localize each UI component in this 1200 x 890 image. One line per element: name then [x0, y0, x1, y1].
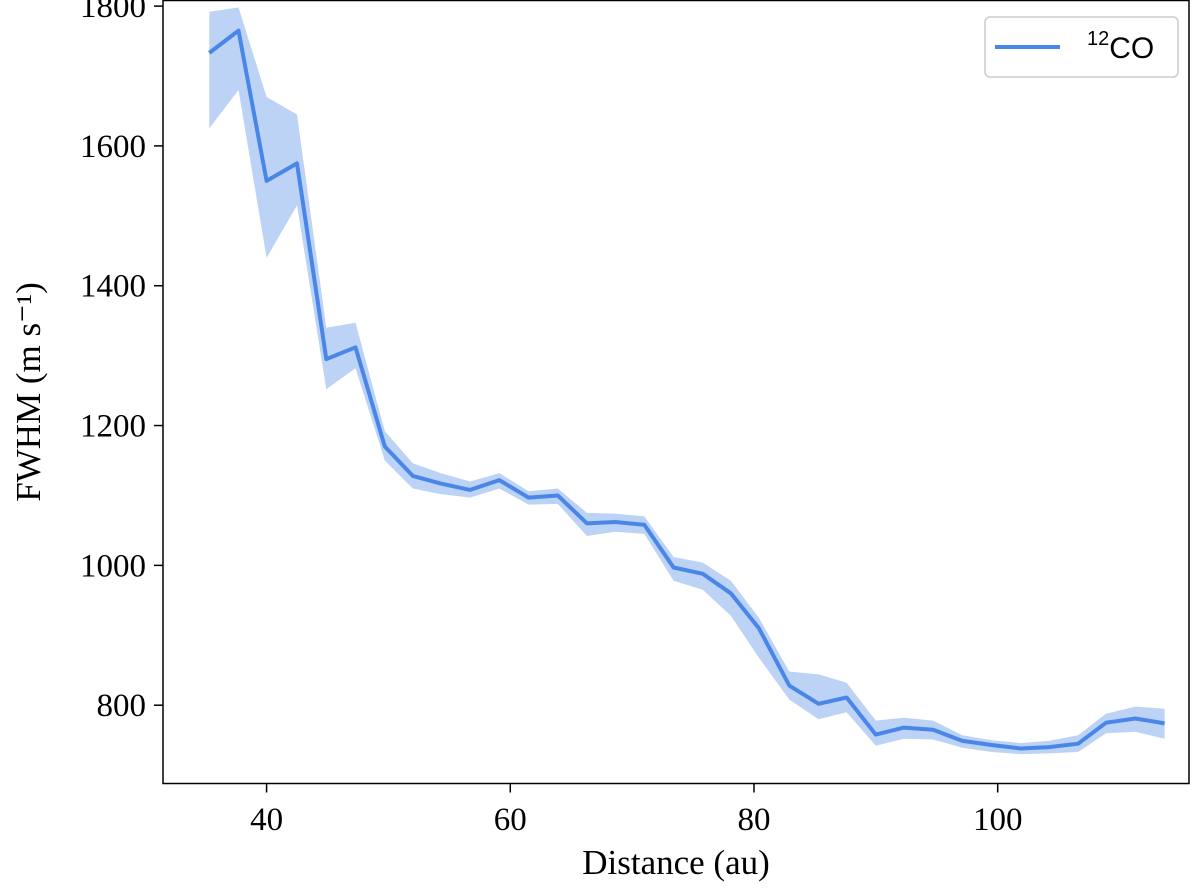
data-point — [1047, 745, 1051, 749]
data-point — [527, 496, 531, 500]
data-point — [585, 521, 589, 525]
y-tick-label: 1000 — [80, 548, 146, 584]
y-tick-label: 1600 — [80, 129, 146, 165]
data-point — [265, 179, 269, 183]
data-point — [787, 684, 791, 688]
data-point — [439, 482, 443, 486]
x-axis-ticks: 40 60 80 100 — [250, 783, 1023, 838]
data-point — [990, 743, 994, 747]
y-tick-label: 1200 — [80, 409, 146, 445]
data-point — [237, 29, 241, 33]
data-point — [845, 696, 849, 700]
legend-label-main: CO — [1109, 32, 1154, 65]
data-point — [556, 494, 560, 498]
x-tick-label: 100 — [973, 802, 1023, 838]
data-point — [1019, 747, 1023, 751]
uncertainty-band — [209, 7, 1165, 755]
legend-label: 12CO — [1087, 28, 1154, 65]
data-point — [1104, 721, 1108, 725]
legend: 12CO — [984, 16, 1179, 78]
data-point — [1133, 717, 1137, 721]
y-axis-label: FWHM (m s⁻¹) — [9, 282, 48, 502]
data-point — [817, 702, 821, 706]
data-point — [383, 445, 387, 449]
data-point — [931, 728, 935, 732]
x-tick-label: 40 — [250, 802, 283, 838]
data-point — [354, 345, 358, 349]
data-point — [324, 357, 328, 361]
legend-label-superscript: 12 — [1087, 28, 1109, 50]
x-tick-label: 60 — [494, 802, 527, 838]
data-point — [642, 523, 646, 527]
x-axis-label: Distance (au) — [582, 843, 770, 882]
data-point — [874, 733, 878, 737]
data-point — [902, 726, 906, 730]
x-tick-label: 80 — [737, 802, 770, 838]
data-point — [497, 478, 501, 482]
y-tick-label: 1400 — [80, 269, 146, 305]
data-point — [1163, 721, 1167, 725]
y-axis-ticks: 800 1000 1200 1400 1600 1800 — [80, 0, 163, 724]
data-point — [960, 739, 964, 743]
y-tick-label: 1800 — [80, 0, 146, 25]
data-point — [757, 626, 761, 630]
y-tick-label: 800 — [97, 688, 147, 724]
data-point — [468, 488, 472, 492]
data-point — [411, 474, 415, 478]
data-point — [1076, 742, 1080, 746]
series-line-12co — [208, 28, 1165, 751]
data-point — [613, 520, 617, 524]
data-point — [701, 572, 705, 576]
data-point — [207, 51, 211, 55]
plot-area — [207, 7, 1167, 755]
data-point — [672, 566, 676, 570]
legend-box — [984, 16, 1179, 78]
axes-frame — [162, 0, 1190, 785]
data-point — [295, 161, 299, 165]
data-point — [729, 591, 733, 595]
